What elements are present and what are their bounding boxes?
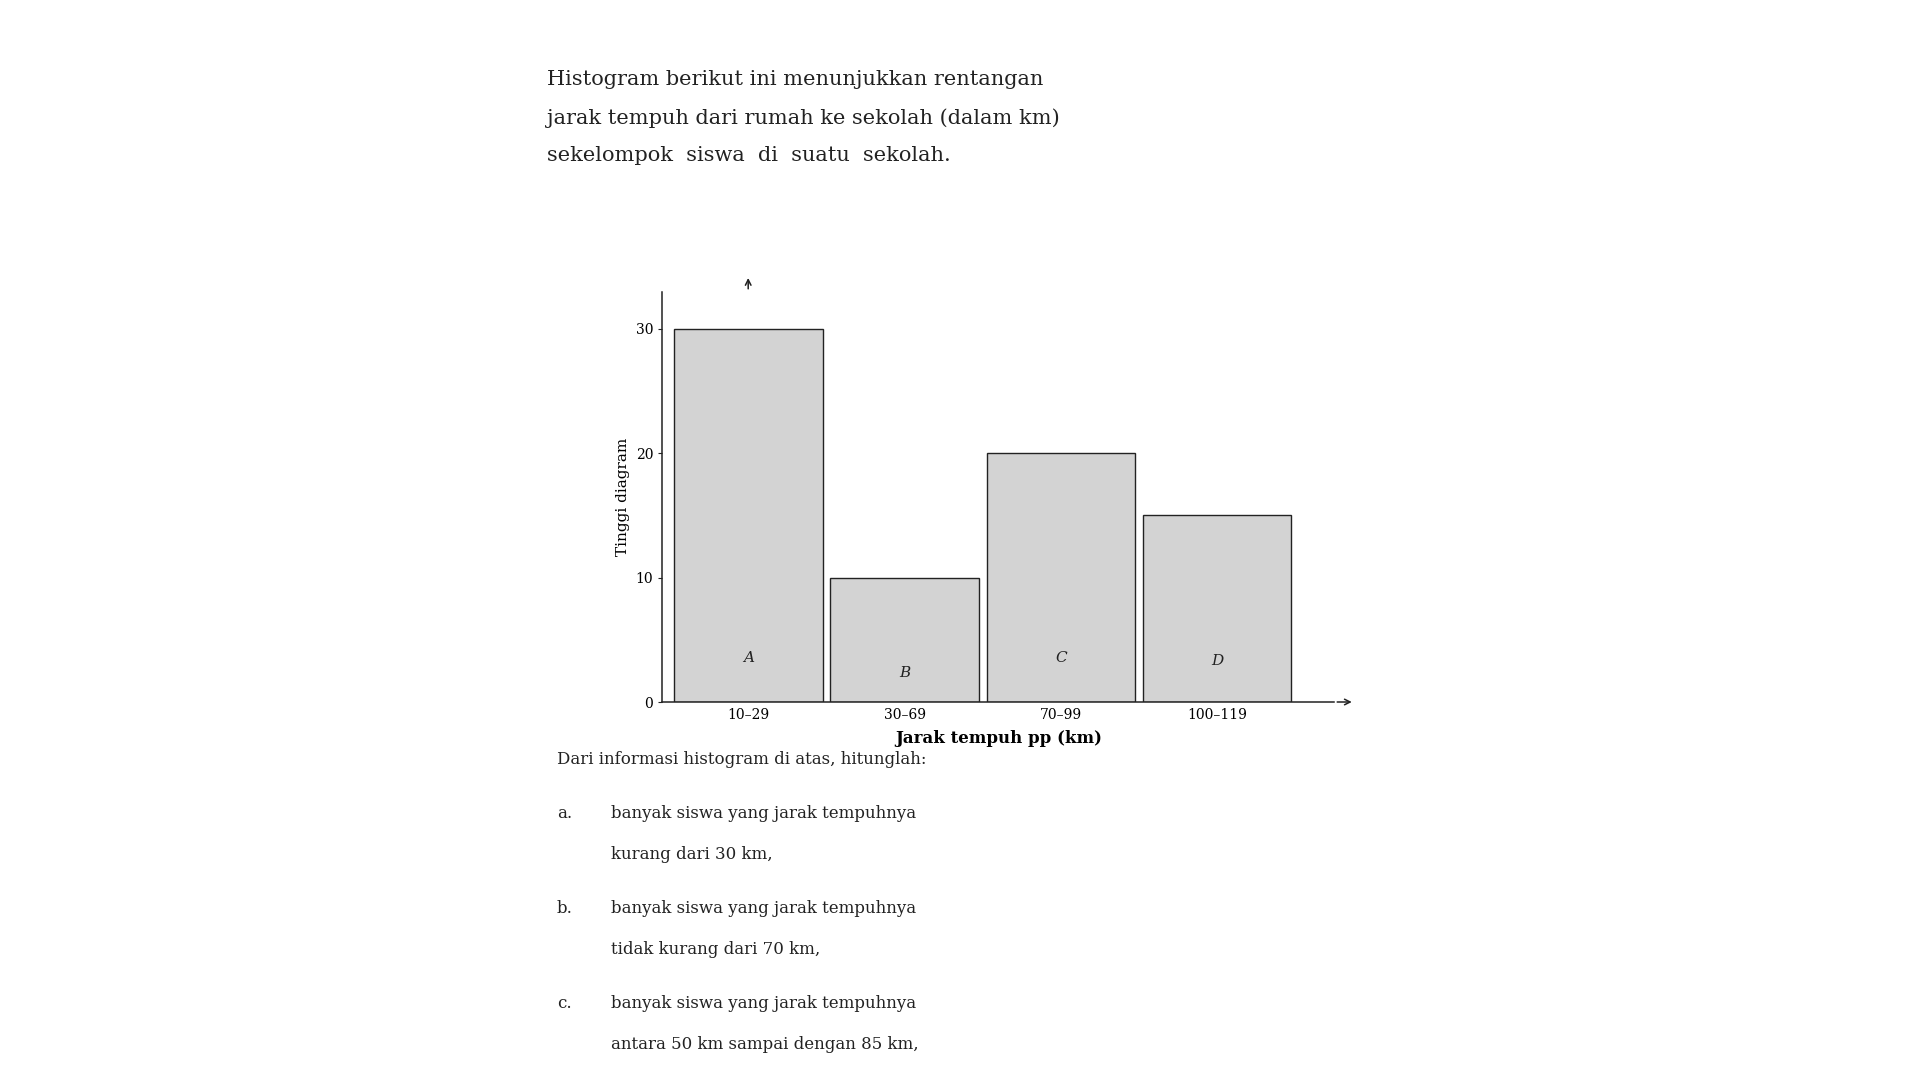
Text: a.: a. xyxy=(557,805,572,822)
Text: antara 50 km sampai dengan 85 km,: antara 50 km sampai dengan 85 km, xyxy=(611,1036,918,1053)
Bar xyxy=(987,454,1135,702)
Text: C: C xyxy=(1056,650,1068,664)
Text: kurang dari 30 km,: kurang dari 30 km, xyxy=(611,846,772,863)
Bar xyxy=(1142,515,1292,702)
Text: c.: c. xyxy=(557,995,572,1012)
Text: b.: b. xyxy=(557,900,572,917)
Text: A: A xyxy=(743,650,755,664)
Bar xyxy=(829,578,979,702)
Text: Histogram berikut ini menunjukkan rentangan: Histogram berikut ini menunjukkan rentan… xyxy=(547,70,1044,90)
Text: banyak siswa yang jarak tempuhnya: banyak siswa yang jarak tempuhnya xyxy=(611,900,916,917)
Text: Dari informasi histogram di atas, hitunglah:: Dari informasi histogram di atas, hitung… xyxy=(557,751,925,768)
Bar xyxy=(674,329,822,702)
Text: B: B xyxy=(899,665,910,679)
Text: D: D xyxy=(1212,654,1223,669)
Text: banyak siswa yang jarak tempuhnya: banyak siswa yang jarak tempuhnya xyxy=(611,995,916,1012)
Text: sekelompok  siswa  di  suatu  sekolah.: sekelompok siswa di suatu sekolah. xyxy=(547,146,950,165)
Y-axis label: Tinggi diagram: Tinggi diagram xyxy=(616,437,630,556)
Text: tidak kurang dari 70 km,: tidak kurang dari 70 km, xyxy=(611,941,820,958)
Text: banyak siswa yang jarak tempuhnya: banyak siswa yang jarak tempuhnya xyxy=(611,805,916,822)
X-axis label: Jarak tempuh pp (km): Jarak tempuh pp (km) xyxy=(895,730,1102,747)
Text: jarak tempuh dari rumah ke sekolah (dalam km): jarak tempuh dari rumah ke sekolah (dala… xyxy=(547,108,1060,127)
